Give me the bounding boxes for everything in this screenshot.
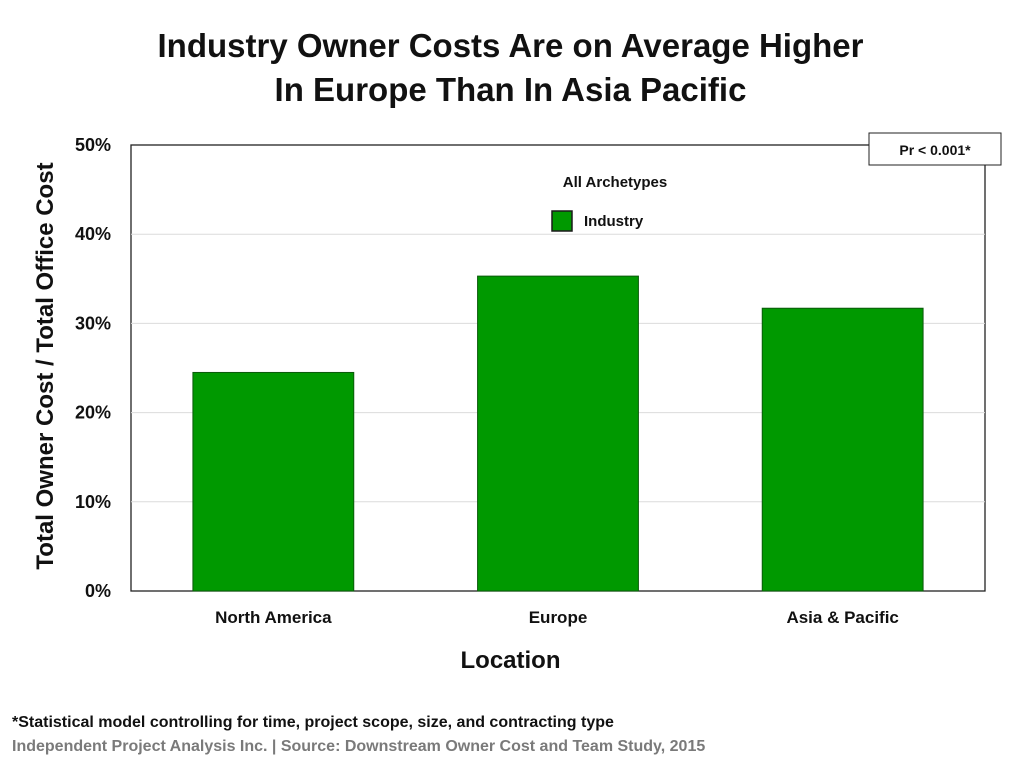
bars bbox=[192, 275, 924, 592]
p-value-text: Pr < 0.001* bbox=[899, 142, 971, 158]
x-tick-labels: North America Europe Asia & Pacific bbox=[215, 608, 899, 627]
y-tick-label: 20% bbox=[75, 403, 111, 423]
legend-label-industry: Industry bbox=[584, 213, 644, 230]
footnote: *Statistical model controlling for time,… bbox=[12, 714, 614, 731]
x-tick-label: North America bbox=[215, 608, 332, 627]
y-tick-label: 50% bbox=[75, 135, 111, 155]
chart-title: Industry Owner Costs Are on Average High… bbox=[0, 24, 1021, 112]
legend-title: All Archetypes bbox=[563, 174, 667, 191]
y-tick-label: 40% bbox=[75, 224, 111, 244]
x-axis-label: Location bbox=[460, 647, 561, 674]
bar-europe bbox=[477, 275, 639, 592]
chart-title-line-1: Industry Owner Costs Are on Average High… bbox=[157, 27, 864, 64]
x-tick-label: Europe bbox=[529, 608, 588, 627]
y-tick-label: 30% bbox=[75, 313, 111, 333]
p-value-box-frame bbox=[868, 132, 1002, 166]
y-tick-labels: 0% 10% 20% 30% 40% 50% bbox=[75, 135, 111, 601]
bar-north-america bbox=[192, 371, 355, 592]
y-tick-label: 0% bbox=[85, 581, 111, 601]
p-value-box: Pr < 0.001* bbox=[868, 132, 1002, 166]
legend: All Archetypes Industry bbox=[551, 174, 667, 232]
legend-swatch-industry bbox=[551, 210, 573, 232]
chart-title-line-2: In Europe Than In Asia Pacific bbox=[274, 71, 747, 108]
bar-asia-pacific bbox=[761, 307, 924, 592]
source-credit: Independent Project Analysis Inc. | Sour… bbox=[12, 738, 706, 755]
x-tick-label: Asia & Pacific bbox=[786, 608, 898, 627]
y-tick-label: 10% bbox=[75, 492, 111, 512]
